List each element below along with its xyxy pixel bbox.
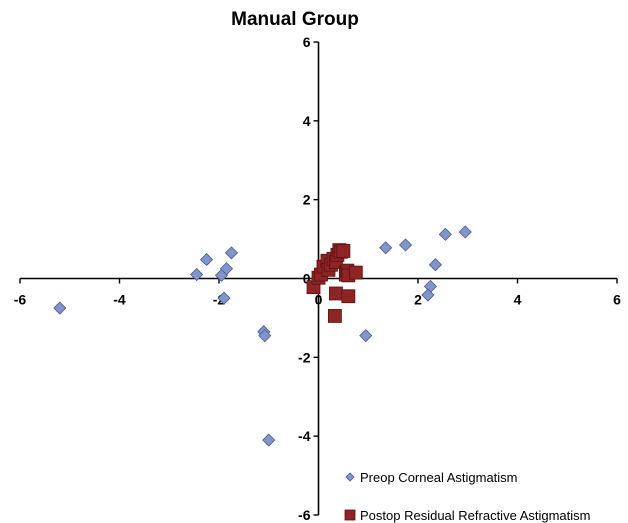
x-tick-label: 0 — [315, 292, 323, 308]
tick-labels: -6-4-202466420-2-4-6 — [14, 34, 621, 523]
y-tick-label: 4 — [303, 113, 311, 129]
preop-point — [53, 301, 67, 315]
legend-square-icon — [344, 509, 356, 521]
preop-point — [190, 267, 204, 282]
preop-point — [199, 253, 214, 267]
postop-point — [348, 265, 363, 280]
postop-point — [341, 289, 356, 304]
preop-point — [359, 329, 373, 343]
postop-point — [328, 309, 342, 323]
preop-point — [421, 288, 435, 302]
y-tick-label: 2 — [303, 192, 311, 208]
x-tick-label: 2 — [414, 292, 422, 308]
preop-point — [458, 225, 472, 239]
legend: Preop Corneal Astigmatism Postop Residual… — [344, 470, 590, 523]
x-tick-label: -6 — [14, 292, 27, 308]
chart-title: Manual Group — [231, 9, 359, 30]
preop-point — [258, 329, 272, 343]
y-tick-label: -6 — [298, 507, 311, 523]
preop-point — [219, 262, 234, 276]
data-points — [53, 225, 472, 447]
legend-label-preop: Preop Corneal Astigmatism — [360, 470, 518, 485]
preop-point — [217, 291, 231, 305]
legend-diamond-icon — [345, 472, 355, 482]
legend-label-postop: Postop Residual Refractive Astigmatism — [360, 508, 590, 523]
x-tick-label: 6 — [613, 292, 621, 308]
preop-point — [379, 241, 393, 255]
preop-point — [428, 258, 442, 272]
x-tick-label: 4 — [514, 292, 522, 308]
y-tick-label: 0 — [303, 271, 311, 287]
postop-point — [336, 244, 351, 258]
preop-point — [438, 227, 452, 241]
x-tick-label: -4 — [113, 292, 126, 308]
preop-point — [262, 433, 276, 447]
postop-point — [329, 286, 343, 301]
y-tick-label: -4 — [298, 428, 311, 444]
y-tick-label: 6 — [303, 34, 311, 50]
preop-point — [224, 246, 239, 260]
preop-point — [398, 238, 413, 252]
y-tick-label: -2 — [298, 349, 311, 365]
